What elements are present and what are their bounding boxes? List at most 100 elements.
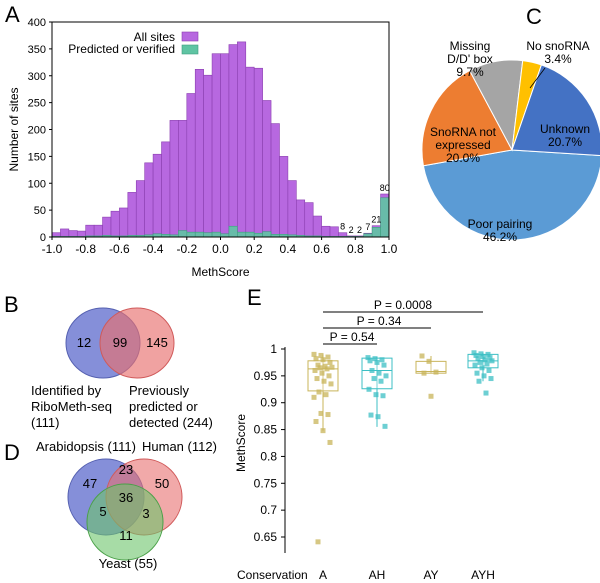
x-tick-label: -0.6 <box>109 242 130 256</box>
bar-predicted <box>237 231 247 238</box>
data-point <box>317 365 323 371</box>
p-value-label: P = 0.0008 <box>374 298 432 312</box>
bar-all-sites <box>152 153 162 238</box>
y-tick-label: 200 <box>28 125 46 137</box>
bar-predicted <box>262 231 272 238</box>
bar-all-sites <box>93 224 103 238</box>
bar-predicted <box>203 232 213 238</box>
pie-slice <box>422 149 600 241</box>
panel-label-c: C <box>526 4 542 29</box>
bar-all-sites <box>312 215 322 238</box>
data-point <box>366 386 372 392</box>
y-tick-label: 350 <box>28 44 46 56</box>
category-label: AYH <box>471 568 495 582</box>
bar-all-sites <box>169 120 179 238</box>
data-point <box>365 355 371 361</box>
bar-all-sites <box>76 230 87 238</box>
data-point <box>419 353 425 359</box>
y-tick-label: 0.75 <box>254 476 278 490</box>
bar-count-label: 2 <box>357 225 362 235</box>
data-point <box>421 370 427 376</box>
venn-count: 5 <box>99 504 106 519</box>
venn-circle-previous <box>99 307 175 379</box>
x-tick-label: -0.8 <box>75 242 96 256</box>
x-tick-label: 1.0 <box>381 242 398 256</box>
bar-all-sites <box>135 180 145 238</box>
x-tick-label: 0.6 <box>313 242 330 256</box>
bar-all-sites <box>85 224 95 238</box>
data-point <box>313 356 319 362</box>
bar-predicted <box>178 230 188 238</box>
data-point <box>323 392 329 398</box>
bar-all-sites <box>178 120 188 238</box>
venn-set-label: Yeast (55) <box>99 556 158 571</box>
x-tick-label: 0.2 <box>246 242 263 256</box>
venn-circle-yeast <box>86 483 164 561</box>
bar-predicted <box>253 232 263 238</box>
pie-slice-label: D/D' box <box>447 52 493 66</box>
bar-all-sites <box>253 67 263 238</box>
data-point <box>311 394 317 400</box>
venn-set-label: Previously <box>129 383 189 398</box>
venn-set-label: predicted or <box>129 399 198 414</box>
bar-all-sites <box>245 66 255 238</box>
pie-slice-label: Unknown <box>540 122 590 136</box>
pie-slice-percent: 20.7% <box>548 135 582 149</box>
data-point <box>380 393 386 399</box>
bar-all-sites <box>304 202 314 238</box>
x-tick-label: 0.8 <box>347 242 364 256</box>
y-tick-label: 0.95 <box>254 369 278 383</box>
bar-all-sites <box>262 100 272 238</box>
data-point <box>322 363 328 369</box>
venn-count: 50 <box>155 476 169 491</box>
legend-swatch-predicted <box>181 44 199 55</box>
y-axis-label: MethScore <box>234 414 248 472</box>
data-point <box>325 354 331 360</box>
pie-slice-label: No snoRNA <box>526 39 589 53</box>
bar-predicted <box>211 231 221 238</box>
panel-label-e: E <box>247 285 262 310</box>
pie-slice-label: Poor pairing <box>468 217 533 231</box>
data-point <box>475 356 481 362</box>
bar-count-label: 21 <box>371 215 381 225</box>
bar-all-sites <box>287 180 297 238</box>
venn-set-label: Arabidopsis (111) <box>36 439 136 454</box>
data-point <box>316 389 322 395</box>
x-axis-label: Conservation <box>237 568 308 582</box>
data-point <box>318 410 324 416</box>
data-point <box>379 357 385 363</box>
data-point <box>328 381 334 387</box>
data-point <box>473 352 479 358</box>
data-point <box>312 367 318 373</box>
data-point <box>472 362 478 368</box>
data-point <box>369 367 375 373</box>
data-point <box>381 362 387 368</box>
pie-slice-label: Missing <box>450 39 491 53</box>
data-point <box>478 351 484 357</box>
x-tick-label: -0.2 <box>176 242 197 256</box>
category-label: AY <box>423 568 438 582</box>
data-point <box>382 423 388 429</box>
bar-count-label: 2 <box>349 225 354 235</box>
data-point <box>378 378 384 384</box>
venn-set-label: RiboMeth-seq <box>31 399 112 414</box>
data-point <box>485 351 491 357</box>
bar-predicted <box>371 227 381 238</box>
x-tick-label: 0.0 <box>212 242 229 256</box>
bar-predicted <box>380 197 390 238</box>
pie-slice <box>421 69 513 167</box>
data-point <box>374 359 380 365</box>
data-point <box>477 359 483 365</box>
pie-slice-percent: 46.2% <box>483 230 517 244</box>
bar-all-sites <box>186 93 196 238</box>
venn-set-label: Identified by <box>31 383 102 398</box>
bar-all-sites <box>321 225 331 238</box>
y-tick-label: 400 <box>28 17 46 29</box>
data-point <box>315 362 321 368</box>
bar-count-label: 8 <box>340 222 345 232</box>
venn-count: 145 <box>146 335 168 350</box>
bar-all-sites <box>237 41 247 238</box>
data-point <box>315 539 321 545</box>
venn-count: 47 <box>83 476 97 491</box>
